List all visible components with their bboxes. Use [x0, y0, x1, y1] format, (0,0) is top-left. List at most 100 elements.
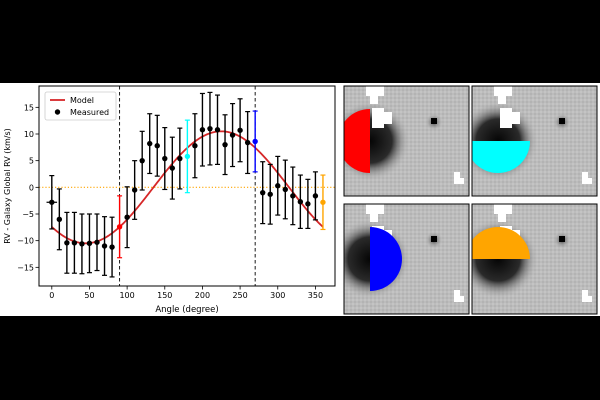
point-marker: [252, 138, 258, 145]
legend-box: [44, 91, 117, 121]
data-point: [282, 159, 288, 220]
point-marker: [222, 141, 228, 148]
data-point: [86, 213, 93, 274]
point-marker: [290, 193, 296, 199]
data-point: [139, 130, 145, 191]
star-pixel: [431, 236, 437, 242]
data-point: [154, 114, 160, 177]
thumbnail-image: [344, 86, 469, 196]
x-tick-label: 150: [157, 291, 172, 300]
point-marker: [124, 214, 130, 220]
point-marker: [64, 240, 70, 246]
data-point: [259, 161, 266, 225]
point-marker: [199, 127, 206, 133]
saturated-blob: [494, 86, 512, 104]
thumbnail-image: [344, 204, 469, 314]
x-tick-label: 100: [119, 291, 134, 300]
figure-canvas: 0 50 100 150 200 250 300 350 −15 −10 −5 0 5 10 15 Angle…: [3, 85, 598, 315]
star-pixel: [559, 236, 565, 242]
data-point: [79, 213, 85, 275]
galaxy-thumbnails: [343, 85, 598, 315]
thumbnail-frame: [471, 203, 598, 315]
point-marker: [214, 127, 221, 133]
plot-content: [39, 86, 335, 286]
thumbnail-image: [472, 204, 597, 314]
point-marker: [282, 186, 288, 193]
star-pixel: [431, 118, 437, 124]
x-axis-label: Angle (degree): [155, 305, 218, 315]
point-marker: [169, 165, 176, 171]
point-marker: [312, 193, 319, 199]
y-tick-label: −10: [17, 237, 34, 246]
data-point: [237, 98, 243, 163]
point-marker: [116, 224, 123, 230]
x-tick-label: 50: [84, 291, 94, 300]
data-point: [177, 127, 183, 190]
x-tick-label: 300: [270, 291, 285, 300]
point-marker: [71, 240, 78, 246]
aperture-left: [344, 109, 370, 173]
aperture-top: [472, 227, 530, 259]
y-tick-label: −15: [17, 263, 34, 272]
data-point: [252, 110, 258, 173]
data-point: [290, 166, 296, 226]
data-point: [192, 113, 198, 179]
saturated-blob: [582, 290, 592, 302]
data-point: [124, 186, 130, 249]
data-point: [297, 174, 304, 229]
galaxy-thumbnail: [471, 203, 598, 315]
data-point: [244, 111, 251, 175]
data-point: [267, 163, 273, 225]
data-point: [64, 211, 70, 274]
point-marker: [229, 132, 236, 138]
aperture-bottom: [472, 141, 530, 173]
point-marker: [305, 201, 311, 207]
legend: Model Measured: [44, 91, 117, 121]
data-point: [131, 160, 138, 220]
point-marker: [207, 125, 213, 132]
data-point: [46, 174, 58, 230]
legend-measured-label: Measured: [70, 108, 109, 117]
saturated-blob: [372, 108, 392, 128]
point-marker: [154, 143, 160, 149]
rv-plot: 0 50 100 150 200 250 300 350 −15 −10 −5 0 5 10 15 Angle…: [3, 85, 336, 315]
legend-measured-swatch: [54, 109, 61, 115]
point-marker: [86, 240, 93, 247]
thumbnail-frame: [343, 85, 470, 197]
data-point: [214, 94, 221, 166]
y-tick-label: 0: [29, 183, 34, 192]
legend-model-label: Model: [70, 96, 94, 105]
data-point: [101, 216, 108, 276]
galaxy-thumbnail: [343, 85, 470, 197]
y-tick-label: 5: [29, 157, 34, 166]
point-marker: [147, 140, 153, 147]
saturated-blob: [500, 108, 520, 128]
data-point: [312, 171, 319, 221]
point-marker: [56, 216, 63, 223]
galaxy-thumbnail: [343, 203, 470, 315]
data-point: [320, 174, 326, 231]
point-marker: [259, 189, 266, 196]
aperture-right: [370, 227, 402, 291]
data-point: [71, 211, 78, 274]
saturated-blob: [454, 172, 464, 184]
saturated-blob: [494, 204, 512, 222]
data-point: [94, 213, 100, 272]
thumbnail-frame: [471, 85, 598, 197]
data-point: [275, 155, 281, 216]
data-point: [56, 188, 63, 251]
point-marker: [275, 183, 281, 189]
thumbnail-image: [472, 86, 597, 196]
data-point: [305, 178, 311, 229]
data-point: [162, 126, 168, 191]
point-marker: [162, 155, 168, 162]
point-marker: [79, 241, 85, 247]
axes-frame: [38, 85, 336, 287]
galaxy-thumbnail: [471, 85, 598, 197]
saturated-blob: [582, 172, 592, 184]
point-marker: [267, 191, 273, 197]
point-marker: [237, 127, 243, 133]
point-marker: [184, 153, 191, 160]
data-point: [184, 119, 191, 194]
point-marker: [320, 199, 326, 205]
